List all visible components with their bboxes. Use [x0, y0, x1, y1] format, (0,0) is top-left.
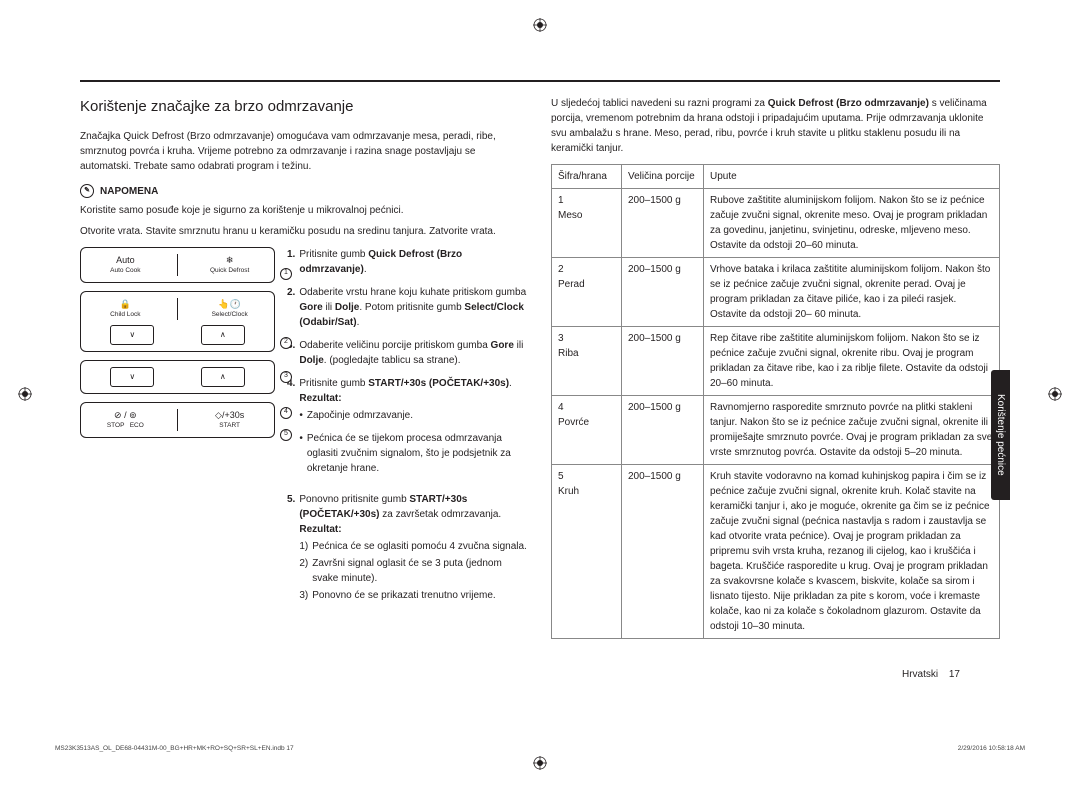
step-item: 4.Pritisnite gumb START/+30s (POČETAK/+3…: [287, 376, 529, 484]
cell-portion: 200–1500 g: [622, 396, 704, 465]
step-item: 2.Odaberite vrstu hrane koju kuhate prit…: [287, 285, 529, 330]
registration-mark: [1048, 387, 1062, 401]
lock-icon: 🔒: [120, 300, 131, 309]
cell-instructions: Kruh stavite vodoravno na komad kuhinjsk…: [704, 465, 1000, 639]
cell-code: 4Povrće: [552, 396, 622, 465]
footer-language: Hrvatski: [902, 669, 938, 680]
panel-bottom: ⊘ / ⊚ STOP ECO ◇/+30s START 4 5: [80, 402, 275, 438]
note-icon: ✎: [80, 184, 94, 198]
down-arrow-button: ∨: [110, 325, 154, 345]
print-info: MS23K3513AS_OL_DE68-04431M-00_BG+HR+MK+R…: [55, 745, 1025, 752]
steps-list: 1.Pritisnite gumb Quick Defrost (Brzo od…: [287, 247, 529, 613]
quick-defrost-label: Quick Defrost: [210, 266, 249, 276]
cell-portion: 200–1500 g: [622, 327, 704, 396]
select-clock-label: Select/Clock: [212, 310, 248, 320]
child-lock-label: Child Lock: [110, 310, 140, 320]
panel-arrows: ∨ ∧ 3: [80, 360, 275, 394]
step-number: 2.: [287, 285, 295, 330]
table-intro: U sljedećoj tablici navedeni su razni pr…: [551, 96, 1000, 156]
column-header-portion: Veličina porcije: [622, 165, 704, 189]
page-footer: Hrvatski 17: [902, 669, 960, 680]
step-item: 5.Ponovno pritisnite gumb START/+30s (PO…: [287, 492, 529, 605]
step-sub-item: 1)Pećnica će se oglasiti pomoću 4 zvučna…: [299, 539, 529, 554]
start-icon: ◇/+30s: [215, 411, 244, 420]
note-label: NAPOMENA: [100, 184, 158, 199]
cell-portion: 200–1500 g: [622, 465, 704, 639]
column-header-instructions: Upute: [704, 165, 1000, 189]
start-label: START: [219, 421, 240, 431]
step-item: 1.Pritisnite gumb Quick Defrost (Brzo od…: [287, 247, 529, 277]
intro-text: Značajka Quick Defrost (Brzo odmrzavanje…: [80, 129, 529, 174]
panel-middle: 🔒 Child Lock 👆🕐 Select/Clock ∨ ∧: [80, 291, 275, 352]
cell-code: 5Kruh: [552, 465, 622, 639]
quick-defrost-button: ❄ Quick Defrost: [205, 256, 255, 276]
step-bullet: Započinje odmrzavanje.: [299, 408, 529, 423]
top-divider: [80, 80, 1000, 82]
auto-cook-button: Auto Auto Cook: [100, 256, 150, 276]
table-row: 3Riba200–1500 gRep čitave ribe zaštitite…: [552, 327, 1000, 396]
page-title: Korištenje značajke za brzo odmrzavanje: [80, 96, 529, 119]
step-body: Odaberite vrstu hrane koju kuhate pritis…: [299, 285, 529, 330]
up-arrow-button: ∧: [201, 367, 245, 387]
table-row: 1Meso200–1500 gRubove zaštitite aluminij…: [552, 189, 1000, 258]
callout-1: 1: [280, 268, 292, 280]
control-panels: Auto Auto Cook ❄ Quick Defrost 1: [80, 247, 275, 446]
table-row: 5Kruh200–1500 gKruh stavite vodoravno na…: [552, 465, 1000, 639]
print-file: MS23K3513AS_OL_DE68-04431M-00_BG+HR+MK+R…: [55, 745, 294, 752]
auto-cook-icon: Auto: [116, 256, 135, 265]
print-timestamp: 2/29/2016 10:58:18 AM: [958, 745, 1025, 752]
up-arrow-button: ∧: [201, 325, 245, 345]
child-lock-button: 🔒 Child Lock: [100, 300, 150, 320]
step-body: Pritisnite gumb Quick Defrost (Brzo odmr…: [299, 247, 529, 277]
cell-portion: 200–1500 g: [622, 189, 704, 258]
step-body: Pritisnite gumb START/+30s (POČETAK/+30s…: [299, 376, 529, 484]
clock-icon: 👆🕐: [218, 300, 240, 309]
step-body: Ponovno pritisnite gumb START/+30s (POČE…: [299, 492, 529, 605]
note-header: ✎ NAPOMENA: [80, 184, 529, 199]
instruction-line: Otvorite vrata. Stavite smrznutu hranu u…: [80, 224, 529, 239]
stop-eco-button: ⊘ / ⊚ STOP ECO: [100, 411, 150, 431]
defrost-table: Šifra/hrana Veličina porcije Upute 1Meso…: [551, 164, 1000, 639]
right-column: U sljedećoj tablici navedeni su razni pr…: [551, 96, 1000, 639]
step-bullet: Pećnica će se tijekom procesa odmrzavanj…: [299, 431, 529, 476]
select-clock-button: 👆🕐 Select/Clock: [205, 300, 255, 320]
left-column: Korištenje značajke za brzo odmrzavanje …: [80, 96, 529, 639]
manual-page: Korištenje značajke za brzo odmrzavanje …: [40, 40, 1040, 748]
auto-cook-label: Auto Cook: [110, 266, 140, 276]
start-button: ◇/+30s START: [205, 411, 255, 431]
step-sub-item: 2)Završni signal oglasit će se 3 puta (j…: [299, 556, 529, 586]
panel-top: Auto Auto Cook ❄ Quick Defrost 1: [80, 247, 275, 283]
cell-code: 1Meso: [552, 189, 622, 258]
registration-mark: [533, 756, 547, 770]
defrost-icon: ❄: [226, 256, 234, 265]
step-sub-item: 3)Ponovno će se prikazati trenutno vrije…: [299, 588, 529, 603]
registration-mark: [533, 18, 547, 32]
note-text: Koristite samo posuđe koje je sigurno za…: [80, 203, 529, 218]
callout-5: 5: [280, 429, 292, 441]
stop-eco-icon: ⊘ / ⊚: [114, 411, 137, 420]
step-item: 3.Odaberite veličinu porcije pritiskom g…: [287, 338, 529, 368]
down-arrow-button: ∨: [110, 367, 154, 387]
cell-instructions: Rubove zaštitite aluminijskom folijom. N…: [704, 189, 1000, 258]
section-tab: Korištenje pećnice: [991, 370, 1010, 500]
cell-instructions: Ravnomjerno rasporedite smrznuto povrće …: [704, 396, 1000, 465]
footer-page-number: 17: [949, 669, 960, 680]
cell-code: 2Perad: [552, 258, 622, 327]
column-header-code: Šifra/hrana: [552, 165, 622, 189]
cell-portion: 200–1500 g: [622, 258, 704, 327]
registration-mark: [18, 387, 32, 401]
step-body: Odaberite veličinu porcije pritiskom gum…: [299, 338, 529, 368]
callout-4: 4: [280, 407, 292, 419]
cell-instructions: Vrhove bataka i krilaca zaštitite alumin…: [704, 258, 1000, 327]
table-row: 2Perad200–1500 gVrhove bataka i krilaca …: [552, 258, 1000, 327]
cell-instructions: Rep čitave ribe zaštitite aluminijskom f…: [704, 327, 1000, 396]
step-number: 5.: [287, 492, 295, 605]
callout-2: 2: [280, 337, 292, 349]
cell-code: 3Riba: [552, 327, 622, 396]
table-row: 4Povrće200–1500 gRavnomjerno rasporedite…: [552, 396, 1000, 465]
callout-3: 3: [280, 371, 292, 383]
stop-eco-label: STOP ECO: [107, 421, 144, 431]
